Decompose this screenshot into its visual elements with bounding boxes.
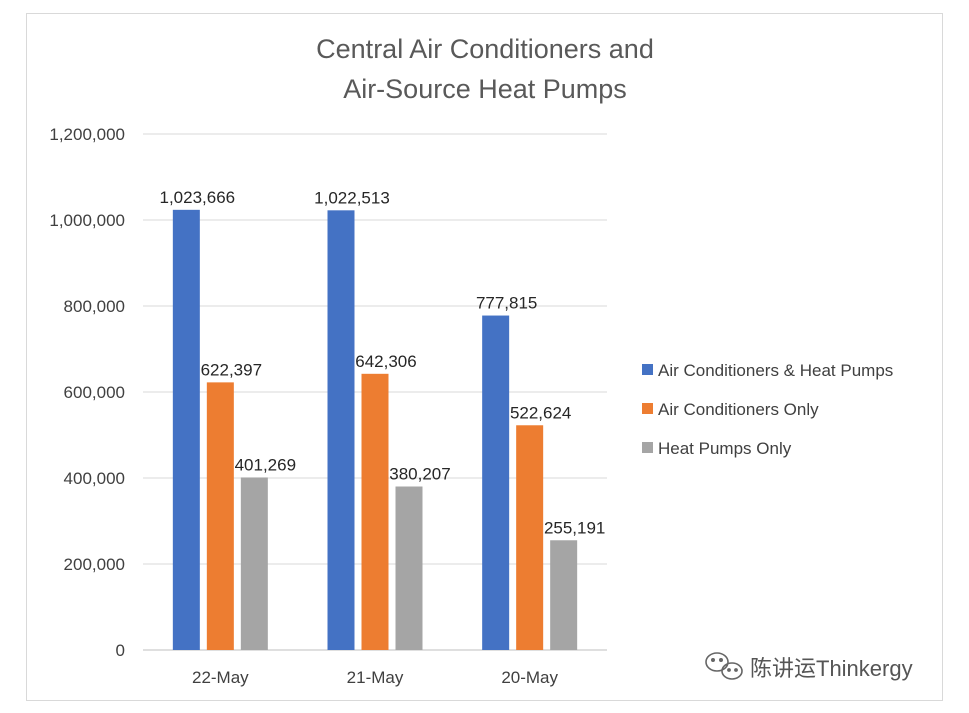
y-tick-label: 200,000 — [64, 555, 125, 574]
watermark: 陈讲运Thinkergy — [705, 652, 913, 681]
bar — [172, 209, 200, 651]
y-tick-label: 800,000 — [64, 297, 125, 316]
bar — [482, 315, 510, 650]
legend-swatch — [642, 364, 653, 375]
bar — [361, 373, 389, 650]
data-label: 522,624 — [510, 403, 571, 422]
y-tick-label: 1,200,000 — [49, 125, 125, 144]
legend-label: Air Conditioners Only — [658, 400, 819, 419]
bar — [327, 210, 355, 651]
bar — [550, 540, 578, 650]
bars — [172, 209, 578, 651]
chart-title-line-2: Air-Source Heat Pumps — [343, 74, 627, 104]
bar — [395, 486, 423, 650]
bar — [240, 477, 268, 650]
x-tick-label: 21-May — [347, 668, 404, 687]
data-label: 1,023,666 — [160, 188, 236, 207]
bar — [206, 382, 234, 650]
x-axis-ticks: 22-May 21-May 20-May — [192, 668, 559, 687]
chart-title-line-1: Central Air Conditioners and — [316, 34, 654, 64]
data-label: 642,306 — [355, 352, 416, 371]
legend-label: Heat Pumps Only — [658, 439, 792, 458]
data-label: 401,269 — [235, 455, 296, 474]
legend-swatch — [642, 403, 653, 414]
data-label: 777,815 — [476, 294, 537, 313]
data-labels: 1,023,666 622,397 401,269 1,022,513 642,306 3… — [160, 188, 606, 537]
data-label: 255,191 — [544, 518, 605, 537]
data-label: 380,207 — [389, 465, 450, 484]
legend-swatch — [642, 442, 653, 453]
x-tick-label: 22-May — [192, 668, 249, 687]
data-label: 622,397 — [201, 360, 262, 379]
watermark-text: 陈讲运Thinkergy — [750, 656, 913, 681]
y-tick-label: 1,000,000 — [49, 211, 125, 230]
data-label: 1,022,513 — [314, 188, 390, 207]
bar — [516, 425, 544, 650]
legend: Air Conditioners & Heat Pumps Air Conditi… — [642, 361, 893, 458]
y-axis-ticks: 0 200,000 400,000 600,000 800,000 1,000,000 1,… — [49, 125, 125, 660]
legend-label: Air Conditioners & Heat Pumps — [658, 361, 893, 380]
y-tick-label: 600,000 — [64, 383, 125, 402]
y-tick-label: 0 — [116, 641, 125, 660]
x-tick-label: 20-May — [501, 668, 558, 687]
wechat-icon — [705, 652, 743, 680]
y-tick-label: 400,000 — [64, 469, 125, 488]
